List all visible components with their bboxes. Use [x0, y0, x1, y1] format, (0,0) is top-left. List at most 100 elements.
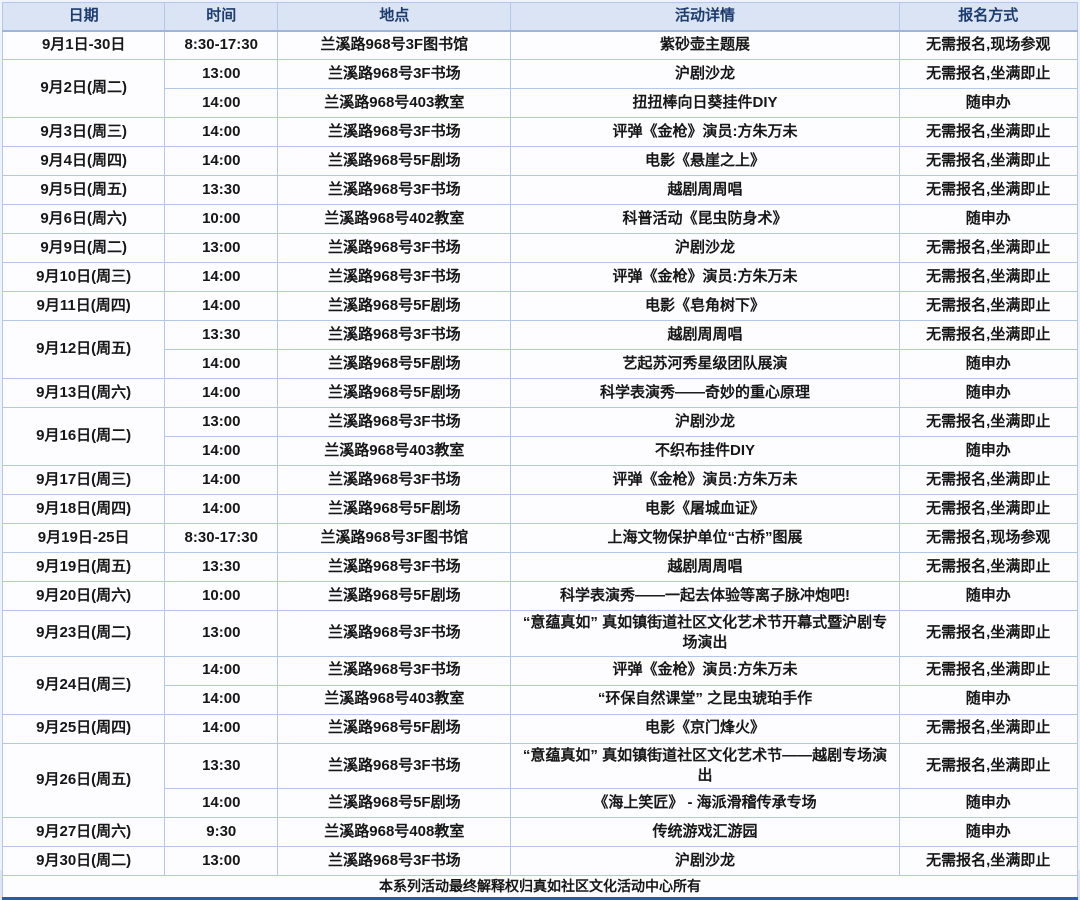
location-cell: 兰溪路968号403教室	[277, 436, 512, 466]
location-cell: 兰溪路968号3F书场	[277, 552, 512, 582]
table-row: 14:00 兰溪路968号5F剧场 《海上笑匠》 - 海派滑稽传承专场 随申办	[3, 788, 1079, 818]
table-row: 9月19日-25日 8:30-17:30 兰溪路968号3F图书馆 上海文物保护单位“…	[1, 523, 1079, 553]
activity-cell: 评弹《金枪》演员:方朱万未	[510, 465, 900, 495]
date-cell: 9月5日(周五)	[1, 175, 166, 205]
activity-cell: 电影《京门烽火》	[510, 713, 900, 744]
time-cell: 14:00	[164, 262, 279, 292]
table-row: 9月12日(周五) 13:30 兰溪路968号3F书场 越剧周周唱 无需报名,坐满即止	[1, 320, 1079, 379]
time-cell: 14:00	[164, 146, 279, 176]
registration-cell: 无需报名,坐满即止	[898, 291, 1079, 321]
activity-cell: 上海文物保护单位“古桥”图展	[510, 523, 900, 553]
location-cell: 兰溪路968号403教室	[277, 88, 512, 118]
activity-cell: 越剧周周唱	[510, 552, 900, 582]
table-row: 9月17日(周三) 14:00 兰溪路968号3F书场 评弹《金枪》演员:方朱万未 无需…	[1, 465, 1079, 495]
location-cell: 兰溪路968号5F剧场	[277, 146, 512, 176]
activity-cell: 评弹《金枪》演员:方朱万未	[510, 262, 900, 292]
registration-cell: 无需报名,坐满即止	[898, 407, 1079, 437]
time-cell: 14:00	[164, 378, 279, 408]
activity-cell: 扭扭棒向日葵挂件DIY	[510, 88, 900, 118]
table-row: 9月26日(周五) 13:30 兰溪路968号3F书场 “意蕴真如” 真如镇街道社区文…	[1, 742, 1079, 818]
location-cell: 兰溪路968号3F书场	[277, 59, 512, 89]
table-row: 9月9日(周二) 13:00 兰溪路968号3F书场 沪剧沙龙 无需报名,坐满即止	[1, 233, 1079, 263]
registration-cell: 无需报名,坐满即止	[898, 610, 1079, 657]
table-row: 9月24日(周三) 14:00 兰溪路968号3F书场 评弹《金枪》演员:方朱万未 无需…	[1, 655, 1079, 715]
location-cell: 兰溪路968号3F书场	[277, 465, 512, 495]
date-cell: 9月20日(周六)	[1, 581, 166, 611]
table-row: 14:00 兰溪路968号403教室 “环保自然课堂” 之昆虫琥珀手作 随申办	[3, 684, 1079, 715]
table-row: 14:00 兰溪路968号403教室 不织布挂件DIY 随申办	[3, 436, 1079, 466]
table-row: 9月4日(周四) 14:00 兰溪路968号5F剧场 电影《悬崖之上》 无需报名,坐满即…	[1, 146, 1079, 176]
footer-note: 本系列活动最终解释权归真如社区文化活动中心所有	[2, 875, 1078, 899]
date-cell: 9月10日(周三)	[1, 262, 166, 292]
location-cell: 兰溪路968号3F书场	[277, 655, 512, 686]
activity-cell: 电影《悬崖之上》	[510, 146, 900, 176]
registration-cell: 无需报名,坐满即止	[898, 233, 1079, 263]
date-cell: 9月13日(周六)	[1, 378, 166, 408]
registration-cell: 随申办	[898, 817, 1079, 847]
column-header-registration: 报名方式	[898, 2, 1079, 32]
column-header-activity: 活动详情	[510, 2, 900, 32]
date-cell: 9月2日(周二)	[1, 59, 166, 118]
date-cell: 9月3日(周三)	[1, 117, 166, 147]
location-cell: 兰溪路968号3F图书馆	[277, 523, 512, 553]
location-cell: 兰溪路968号5F剧场	[277, 581, 512, 611]
time-cell: 13:30	[164, 742, 279, 789]
registration-cell: 无需报名,坐满即止	[898, 146, 1079, 176]
registration-cell: 无需报名,现场参观	[898, 523, 1079, 553]
activity-cell: 沪剧沙龙	[510, 233, 900, 263]
time-cell: 13:00	[164, 59, 279, 89]
time-cell: 14:00	[164, 436, 279, 466]
footer-row: 本系列活动最终解释权归真如社区文化活动中心所有	[2, 875, 1078, 899]
time-cell: 13:30	[164, 552, 279, 582]
date-cell: 9月18日(周四)	[1, 494, 166, 524]
table-row: 9月18日(周四) 14:00 兰溪路968号5F剧场 电影《屠城血证》 无需报名,坐满…	[1, 494, 1079, 524]
activity-cell: 沪剧沙龙	[510, 407, 900, 437]
registration-cell: 随申办	[898, 88, 1079, 118]
location-cell: 兰溪路968号5F剧场	[277, 291, 512, 321]
activity-cell: 传统游戏汇游园	[510, 817, 900, 847]
table-row: 9月3日(周三) 14:00 兰溪路968号3F书场 评弹《金枪》演员:方朱万未 无需报…	[1, 117, 1079, 147]
column-header-date: 日期	[1, 2, 166, 32]
registration-cell: 无需报名,坐满即止	[898, 846, 1079, 876]
time-cell: 10:00	[164, 204, 279, 234]
time-cell: 14:00	[164, 684, 279, 715]
date-cell: 9月1日-30日	[1, 30, 166, 60]
date-cell: 9月4日(周四)	[1, 146, 166, 176]
activity-cell: 不织布挂件DIY	[510, 436, 900, 466]
registration-cell: 随申办	[898, 349, 1079, 379]
registration-cell: 无需报名,坐满即止	[898, 552, 1079, 582]
table-row: 9月25日(周四) 14:00 兰溪路968号5F剧场 电影《京门烽火》 无需报名,坐满…	[1, 713, 1079, 744]
table-row: 14:00 兰溪路968号5F剧场 艺起苏河秀星级团队展演 随申办	[3, 349, 1079, 379]
activity-cell: 科学表演秀——一起去体验等离子脉冲炮吧!	[510, 581, 900, 611]
time-cell: 14:00	[164, 494, 279, 524]
date-cell: 9月11日(周四)	[1, 291, 166, 321]
activity-cell: 艺起苏河秀星级团队展演	[510, 349, 900, 379]
registration-cell: 无需报名,坐满即止	[898, 262, 1079, 292]
time-cell: 14:00	[164, 117, 279, 147]
date-cell: 9月27日(周六)	[1, 817, 166, 847]
table-row: 9月5日(周五) 13:30 兰溪路968号3F书场 越剧周周唱 无需报名,坐满即止	[1, 175, 1079, 205]
date-cell: 9月12日(周五)	[1, 320, 166, 379]
location-cell: 兰溪路968号3F书场	[277, 846, 512, 876]
location-cell: 兰溪路968号3F书场	[277, 407, 512, 437]
table-row: 9月2日(周二) 13:00 兰溪路968号3F书场 沪剧沙龙 无需报名,坐满即止	[1, 59, 1079, 118]
table-row: 9月16日(周二) 13:00 兰溪路968号3F书场 沪剧沙龙 无需报名,坐满即止	[1, 407, 1079, 466]
date-cell: 9月26日(周五)	[1, 742, 166, 818]
registration-cell: 无需报名,坐满即止	[898, 494, 1079, 524]
location-cell: 兰溪路968号3F书场	[277, 233, 512, 263]
table-row: 9月13日(周六) 14:00 兰溪路968号5F剧场 科学表演秀——奇妙的重心原理随…	[1, 378, 1079, 408]
location-cell: 兰溪路968号5F剧场	[277, 713, 512, 744]
activity-cell: 科学表演秀——奇妙的重心原理	[510, 378, 900, 408]
table-row: 9月10日(周三) 14:00 兰溪路968号3F书场 评弹《金枪》演员:方朱万未 无需…	[1, 262, 1079, 292]
registration-cell: 随申办	[898, 204, 1079, 234]
location-cell: 兰溪路968号5F剧场	[277, 349, 512, 379]
time-cell: 9:30	[164, 817, 279, 847]
time-cell: 13:00	[164, 610, 279, 657]
time-cell: 13:00	[164, 233, 279, 263]
date-cell: 9月25日(周四)	[1, 713, 166, 744]
time-cell: 14:00	[164, 788, 279, 818]
time-cell: 14:00	[164, 655, 279, 686]
registration-cell: 无需报名,现场参观	[898, 30, 1079, 60]
